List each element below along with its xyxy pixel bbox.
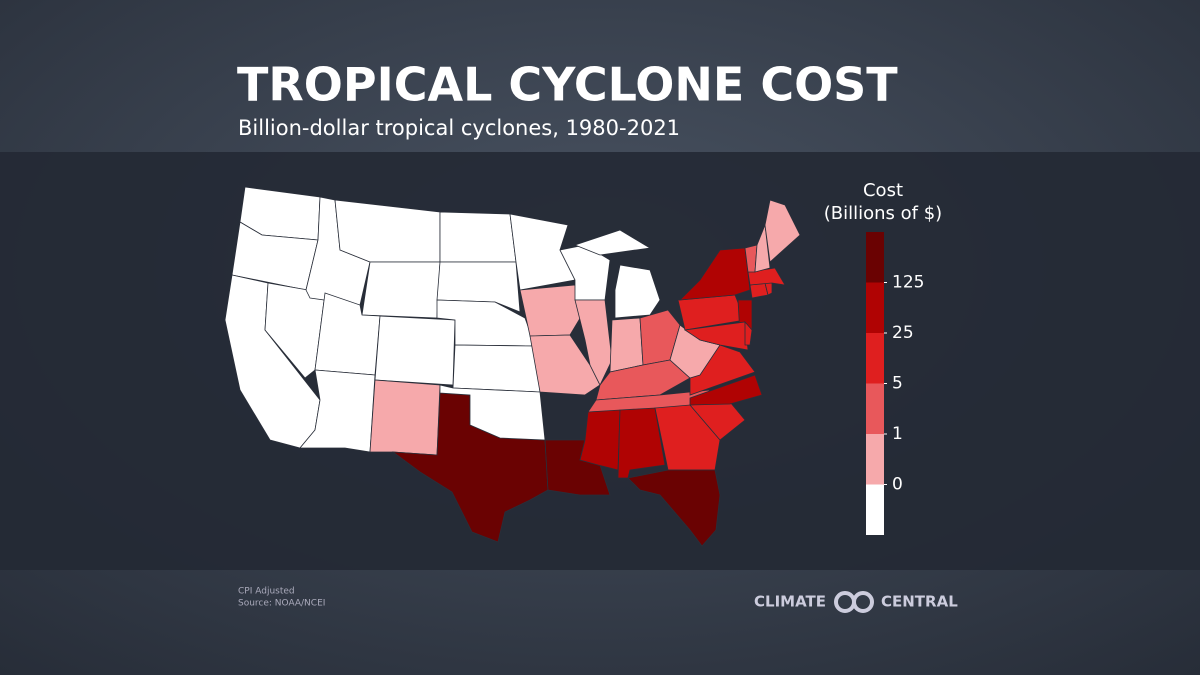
state — [689, 374, 763, 406]
legend-title: Cost — [863, 180, 903, 201]
note: Source: NOAA/NCEI — [238, 599, 325, 609]
legend-tick-label: 25 — [892, 323, 914, 343]
state — [436, 261, 521, 313]
legend: 0 1 5 25 125 — [866, 232, 924, 535]
legend-title: (Billions of $) — [824, 203, 942, 224]
title: TROPICAL CYCLONE COST — [237, 58, 898, 112]
note: CPI Adjusted — [238, 587, 295, 597]
state — [747, 267, 786, 286]
legend-tick-label: 1 — [892, 424, 903, 444]
state — [439, 211, 517, 263]
legend-swatch — [866, 232, 884, 283]
legend-swatch — [866, 282, 884, 333]
state — [627, 469, 721, 547]
state — [439, 384, 546, 441]
state — [609, 317, 644, 373]
state — [683, 321, 749, 351]
us-map — [224, 186, 801, 547]
state — [369, 379, 441, 456]
state — [573, 229, 652, 256]
state — [519, 284, 586, 337]
subtitle: Billion-dollar tropical cyclones, 1980-2… — [238, 116, 680, 140]
logo-mark — [852, 591, 874, 613]
logo-text: CENTRAL — [881, 593, 958, 611]
legend-swatch — [866, 434, 884, 485]
legend-tick-label: 0 — [892, 475, 903, 495]
legend-swatch — [866, 333, 884, 384]
state — [374, 315, 456, 386]
legend-tick-label: 5 — [892, 374, 903, 394]
legend-swatch — [866, 383, 884, 434]
legend-swatch — [866, 484, 884, 535]
legend-tick-label: 125 — [892, 273, 924, 293]
state — [452, 344, 541, 393]
state — [744, 320, 753, 346]
state — [361, 261, 441, 319]
state — [764, 199, 801, 263]
logo-text: CLIMATE — [754, 593, 826, 611]
